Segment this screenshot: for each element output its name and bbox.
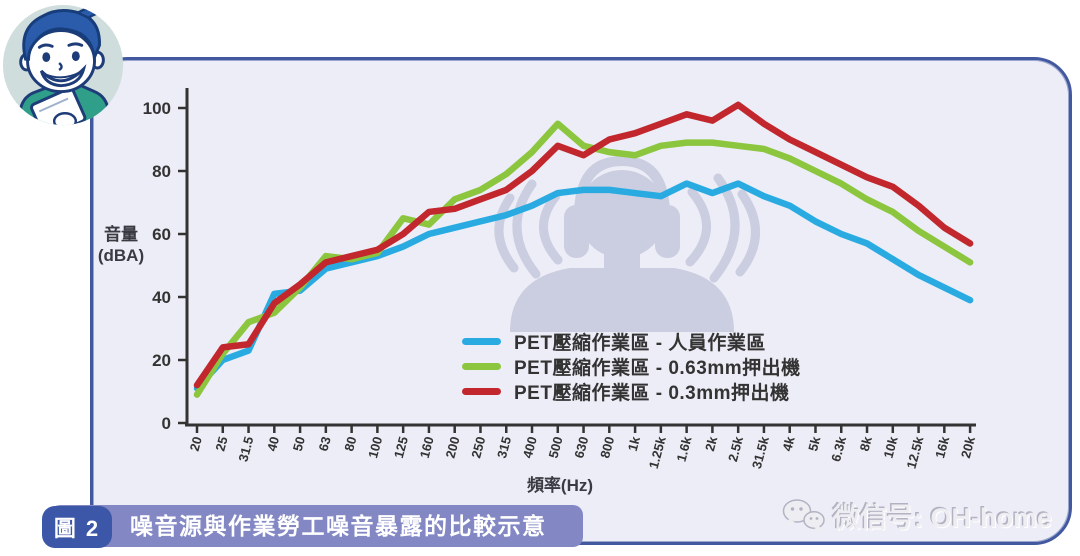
legend-swatch-green: [462, 363, 501, 370]
x-tick-label: 16k: [932, 434, 952, 460]
x-tick-label: 5k: [805, 434, 823, 453]
legend-item-personnel-area: PET壓縮作業區 - 人員作業區: [462, 329, 801, 354]
x-tick-label: 250: [468, 435, 488, 460]
x-tick-label: 10k: [881, 434, 901, 460]
y-axis-title: 音量 (dBA): [97, 225, 145, 266]
y-tick-label: 100: [143, 99, 171, 118]
wechat-id-text: 微信号: OH-home: [833, 503, 1052, 533]
y-tick-label: 20: [152, 351, 171, 370]
x-tick-label: 125: [391, 435, 411, 460]
boy-with-clipboard-icon: [2, 4, 124, 126]
x-tick-label: 4k: [779, 434, 797, 453]
x-tick-label: 63: [316, 435, 334, 453]
y-tick-label: 40: [152, 288, 171, 307]
x-tick-label: 25: [212, 435, 230, 453]
wechat-icon: [782, 498, 825, 532]
x-axis-title: 頻率(Hz): [526, 476, 594, 495]
x-tick-label: 1.25k: [646, 434, 669, 470]
x-tick-label: 50: [290, 435, 308, 453]
x-tick-label: 500: [546, 435, 566, 460]
x-tick-label: 160: [417, 435, 437, 460]
figure-number-badge: 圖 2: [42, 506, 112, 548]
x-tick-label: 2k: [702, 434, 720, 453]
x-tick-label: 1.6k: [673, 434, 694, 463]
series-line-1: [193, 120, 974, 398]
x-tick-label: 630: [571, 435, 591, 460]
x-tick-label: 400: [520, 435, 540, 460]
legend-item-03mm-extruder: PET壓縮作業區 - 0.3mm押出機: [462, 379, 801, 404]
figure-caption: 噪音源與作業勞工噪音暴露的比較示意: [130, 513, 547, 539]
x-tick-label: 20: [187, 435, 205, 453]
legend-swatch-red: [462, 388, 501, 395]
x-tick-label: 12.5k: [904, 434, 927, 470]
y-tick-label: 60: [152, 225, 171, 244]
x-tick-label: 8k: [857, 434, 875, 453]
x-tick-label: 315: [494, 435, 514, 460]
chart-axes: 0 20 40 60 80 100 20 25 31.5 40 50 63 80 100 125 160 200…: [143, 88, 978, 470]
x-tick-label: 31.5: [235, 435, 256, 463]
x-tick-label: 200: [442, 435, 462, 460]
caption-bar: [50, 505, 583, 547]
y-tick-label: 80: [152, 162, 171, 181]
x-tick-label: 40: [264, 435, 282, 453]
legend-item-063mm-extruder: PET壓縮作業區 - 0.63mm押出機: [462, 354, 801, 379]
x-tick-label: 6.3k: [828, 434, 849, 463]
x-tick-label: 2.5k: [725, 434, 746, 463]
series-line-2: [193, 101, 974, 389]
x-tick-label: 80: [341, 435, 359, 453]
series-line-0: [193, 180, 974, 392]
x-tick-label: 100: [365, 435, 385, 460]
listener-watermark-icon: [494, 156, 760, 332]
x-tick-label: 20k: [958, 434, 978, 460]
y-tick-label: 0: [162, 414, 171, 433]
x-tick-label: 800: [597, 435, 617, 460]
x-tick-label: 1k: [625, 434, 643, 453]
chart-legend: PET壓縮作業區 - 人員作業區 PET壓縮作業區 - 0.63mm押出機 PE…: [462, 329, 801, 404]
wechat-watermark: 微信号: OH-home: [780, 496, 1052, 535]
x-tick-label: 31.5k: [749, 434, 772, 470]
legend-swatch-blue: [462, 338, 501, 345]
mascot-avatar: [2, 4, 124, 126]
